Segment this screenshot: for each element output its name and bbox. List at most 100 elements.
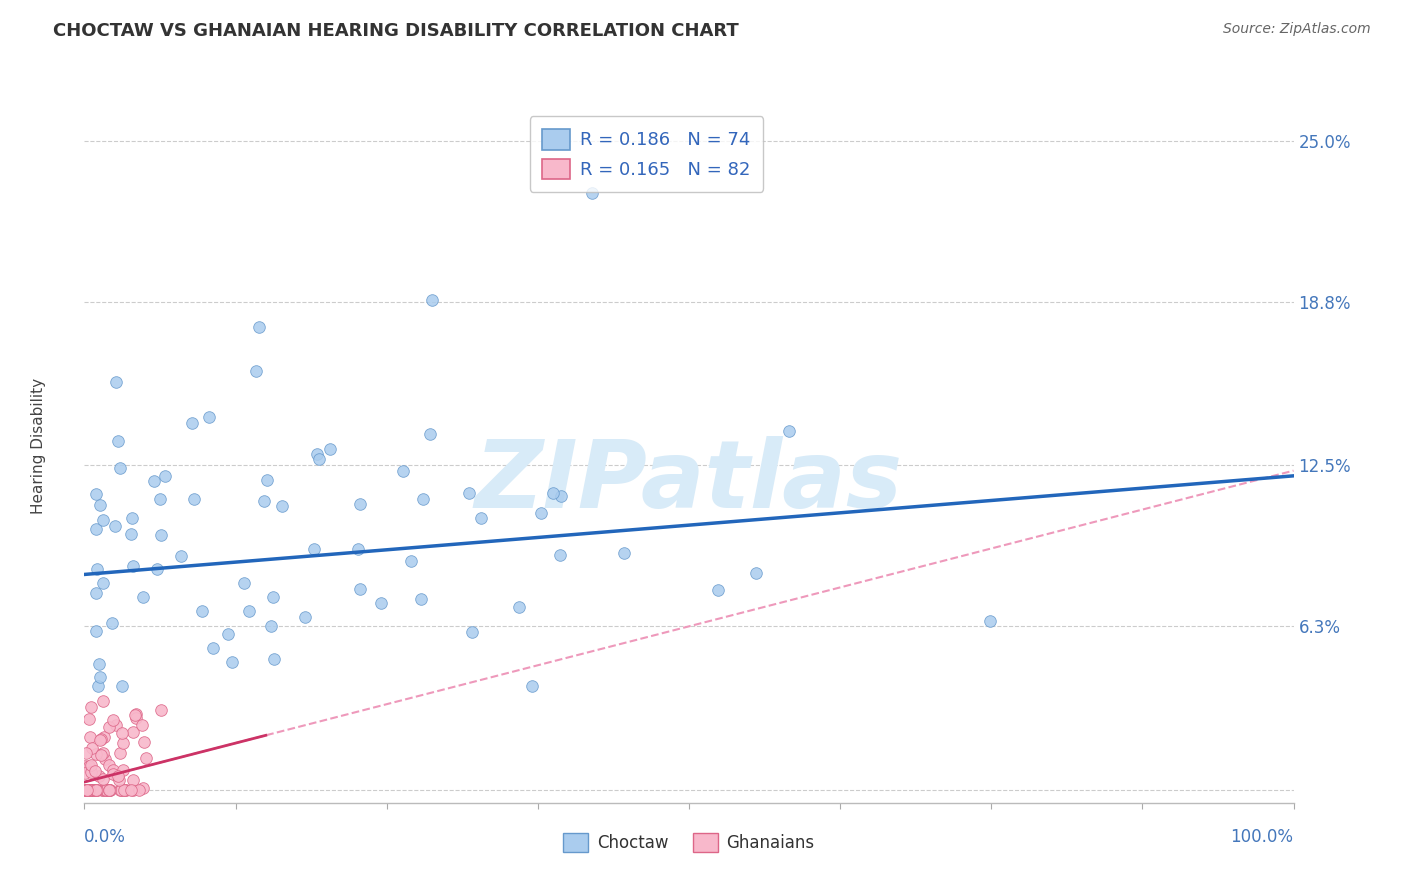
Text: CHOCTAW VS GHANAIAN HEARING DISABILITY CORRELATION CHART: CHOCTAW VS GHANAIAN HEARING DISABILITY C… <box>53 22 740 40</box>
Point <box>105 768 128 782</box>
Text: ZIPatlas: ZIPatlas <box>475 435 903 528</box>
Point <box>198 410 221 425</box>
Point <box>91 746 114 760</box>
Point <box>120 527 142 541</box>
Point <box>145 562 167 576</box>
Point <box>76 782 98 797</box>
Point <box>135 751 157 765</box>
Point <box>247 320 270 334</box>
Point <box>77 712 100 726</box>
Point <box>305 447 328 461</box>
Point <box>181 416 204 430</box>
Point <box>86 782 108 797</box>
Point <box>115 782 138 797</box>
Point <box>75 746 97 760</box>
Point <box>132 734 155 748</box>
Point <box>100 782 122 797</box>
Point <box>131 718 153 732</box>
Text: 100.0%: 100.0% <box>1230 828 1294 846</box>
Point <box>84 782 107 797</box>
Point <box>541 486 564 500</box>
Point <box>294 610 316 624</box>
Point <box>110 782 132 797</box>
Point <box>122 782 145 797</box>
Point <box>77 782 100 797</box>
Point <box>461 624 484 639</box>
Point <box>347 542 370 557</box>
Point <box>110 782 132 797</box>
Point <box>86 562 108 576</box>
Point <box>108 773 131 788</box>
Point <box>745 566 768 580</box>
Point <box>111 679 134 693</box>
Point <box>122 725 145 739</box>
Point <box>114 782 136 797</box>
Point <box>76 782 98 797</box>
Point <box>170 549 193 564</box>
Point <box>86 624 108 639</box>
Point <box>581 186 603 200</box>
Point <box>94 782 117 797</box>
Point <box>221 655 243 669</box>
Point <box>412 492 434 507</box>
Point <box>550 548 572 562</box>
Point <box>253 494 276 508</box>
Point <box>107 769 129 783</box>
Point <box>419 426 441 441</box>
Point <box>143 474 166 488</box>
Point <box>84 747 107 762</box>
Point <box>111 736 134 750</box>
Point <box>89 733 111 747</box>
Point <box>124 707 146 722</box>
Point <box>125 711 148 725</box>
Point <box>79 760 101 774</box>
Point <box>91 576 114 591</box>
Point <box>520 679 543 693</box>
Point <box>89 670 111 684</box>
Point <box>104 375 127 389</box>
Point <box>98 720 121 734</box>
Point <box>86 586 108 600</box>
Point <box>217 627 239 641</box>
Point <box>86 486 108 500</box>
Point <box>73 759 96 773</box>
Point <box>550 489 572 503</box>
Point <box>83 782 105 797</box>
Point <box>233 576 256 591</box>
Point <box>91 513 114 527</box>
Text: Hearing Disability: Hearing Disability <box>31 378 46 514</box>
Point <box>77 759 100 773</box>
Point <box>399 554 422 568</box>
Point <box>319 442 342 456</box>
Point <box>508 600 530 615</box>
Point <box>112 763 135 777</box>
Point <box>86 782 108 797</box>
Point <box>90 782 112 797</box>
Point <box>132 781 155 796</box>
Point <box>121 558 143 573</box>
Point <box>191 604 214 618</box>
Point <box>979 615 1001 629</box>
Point <box>93 694 115 708</box>
Point <box>79 782 101 797</box>
Point <box>256 473 278 487</box>
Point <box>391 464 413 478</box>
Point <box>420 293 443 308</box>
Point <box>128 782 150 797</box>
Point <box>370 596 392 610</box>
Point <box>149 492 172 507</box>
Point <box>110 726 132 740</box>
Point <box>201 640 224 655</box>
Point <box>262 591 284 605</box>
Text: Source: ZipAtlas.com: Source: ZipAtlas.com <box>1223 22 1371 37</box>
Point <box>183 492 205 507</box>
Point <box>707 583 730 598</box>
Point <box>96 782 118 797</box>
Point <box>94 782 117 797</box>
Point <box>155 469 177 483</box>
Point <box>86 522 108 536</box>
Point <box>103 767 125 781</box>
Point <box>111 782 134 797</box>
Point <box>77 782 100 797</box>
Point <box>98 782 121 797</box>
